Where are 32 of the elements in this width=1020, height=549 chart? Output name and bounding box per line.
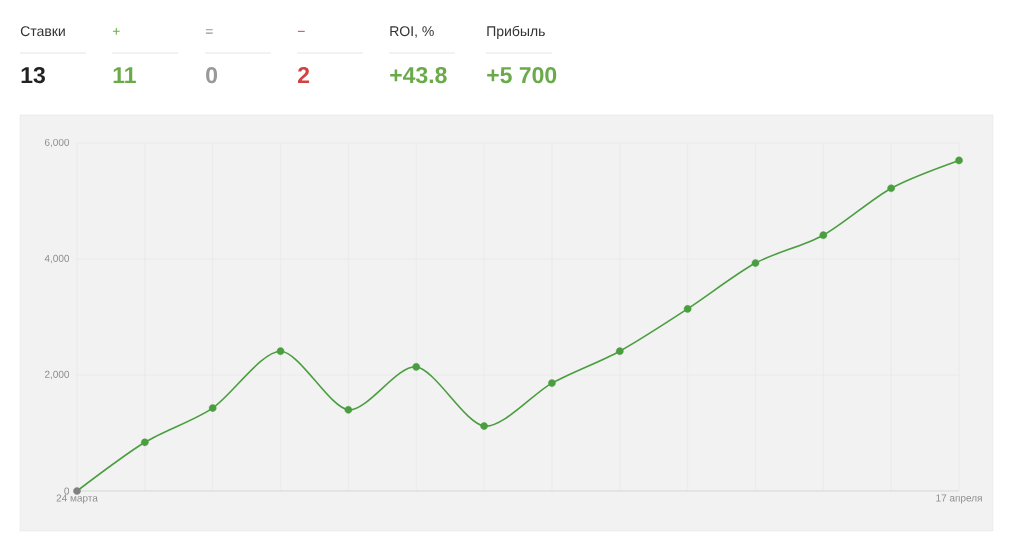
y-tick-label: 0: [64, 487, 70, 495]
text: 11: [113, 67, 136, 83]
text: +43.8: [390, 66, 447, 84]
text: 0: [206, 66, 218, 84]
category-label: Ставки: [20, 26, 65, 37]
point: [276, 347, 285, 356]
point: [208, 404, 217, 412]
y-tick-label: 2,000: [44, 370, 70, 380]
category-label: −: [297, 30, 305, 32]
point: [751, 259, 760, 267]
point: [412, 363, 421, 371]
y-tick-label: 6,000: [44, 138, 70, 148]
category-label: ROI, %: [390, 26, 434, 38]
point: [141, 438, 149, 447]
point: [819, 231, 828, 240]
point: [955, 156, 963, 165]
point: [73, 487, 81, 495]
point: [480, 422, 488, 430]
x-tick-label: 17 апреля: [936, 494, 982, 504]
category-label: Прибыль: [487, 25, 545, 39]
category-label: =: [205, 29, 213, 34]
text: 2: [298, 66, 310, 83]
text: 13: [21, 66, 45, 84]
point: [344, 406, 353, 414]
point: [615, 347, 624, 356]
category-label: +: [112, 27, 120, 35]
point: [887, 184, 895, 193]
x-tick-label: 24 марта: [56, 494, 98, 504]
y-tick-label: 4,000: [44, 254, 70, 264]
point: [548, 379, 556, 387]
text: +5 700: [487, 66, 557, 84]
point: [683, 305, 692, 313]
